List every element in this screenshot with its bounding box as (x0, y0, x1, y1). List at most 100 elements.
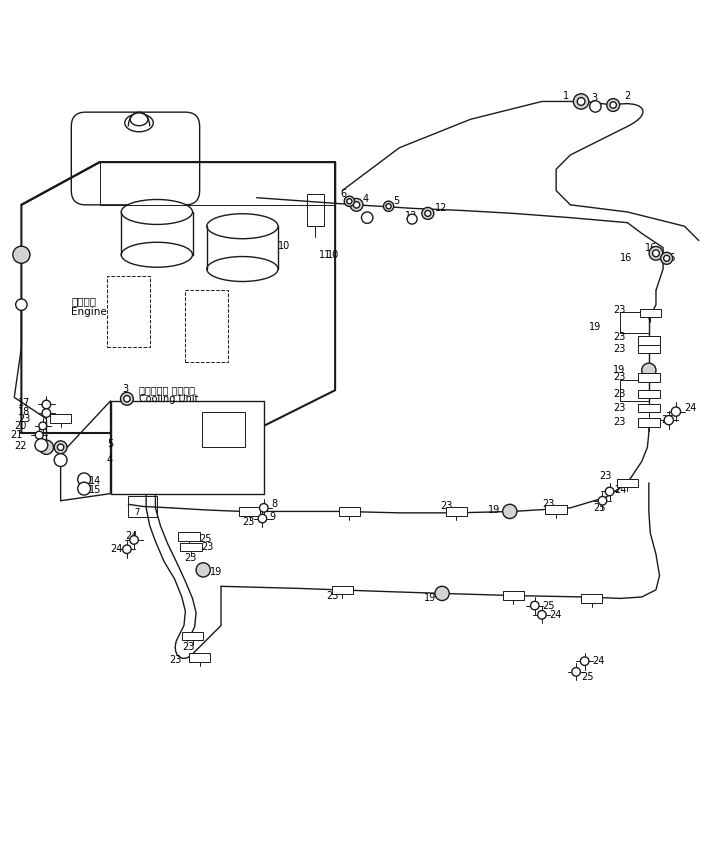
Ellipse shape (121, 199, 193, 224)
Text: 24: 24 (615, 485, 627, 495)
Circle shape (425, 210, 431, 216)
Circle shape (39, 440, 53, 455)
Text: 24: 24 (684, 403, 697, 413)
Bar (180, 543, 202, 552)
Circle shape (598, 496, 607, 505)
Ellipse shape (125, 114, 153, 132)
Text: 2: 2 (624, 92, 630, 101)
Bar (638, 373, 660, 382)
Text: 23: 23 (613, 372, 625, 383)
Circle shape (649, 247, 663, 260)
Text: 19: 19 (488, 505, 501, 515)
Bar (239, 507, 260, 516)
Text: 23: 23 (170, 655, 182, 665)
Text: 18: 18 (18, 407, 30, 417)
Circle shape (580, 657, 589, 665)
Circle shape (610, 102, 616, 108)
Bar (185, 290, 228, 362)
Circle shape (607, 99, 620, 112)
Text: クーリング ユニット: クーリング ユニット (139, 385, 195, 395)
Text: 19: 19 (424, 593, 436, 604)
Text: 23: 23 (242, 517, 255, 527)
Text: 23: 23 (184, 553, 196, 563)
Circle shape (642, 363, 656, 378)
Bar (50, 415, 71, 423)
Circle shape (54, 454, 67, 467)
Bar (189, 653, 210, 662)
Text: 24: 24 (111, 544, 123, 553)
Bar (111, 401, 264, 494)
Bar (638, 336, 660, 345)
Text: 24: 24 (125, 532, 137, 541)
Circle shape (572, 668, 580, 676)
Text: 1: 1 (563, 92, 570, 101)
Text: 21: 21 (11, 430, 23, 440)
Text: 16: 16 (620, 254, 632, 263)
Circle shape (384, 201, 394, 211)
Circle shape (13, 246, 30, 263)
Circle shape (605, 488, 614, 495)
Circle shape (16, 299, 27, 310)
Text: 19: 19 (589, 322, 601, 333)
Text: 23: 23 (613, 403, 625, 413)
Bar (617, 479, 638, 488)
Text: 23: 23 (542, 500, 554, 509)
Text: 20: 20 (14, 421, 26, 431)
Circle shape (130, 536, 138, 544)
Text: 25: 25 (581, 672, 594, 682)
Text: 10: 10 (278, 242, 290, 251)
Bar (107, 276, 150, 347)
Text: 5: 5 (107, 439, 113, 449)
Ellipse shape (121, 242, 193, 268)
Bar (446, 507, 467, 516)
Circle shape (665, 416, 673, 425)
Text: 23: 23 (182, 642, 194, 652)
Circle shape (386, 204, 391, 209)
Text: 14: 14 (89, 475, 101, 486)
Text: 23: 23 (201, 542, 213, 553)
Bar (638, 345, 660, 353)
Circle shape (124, 396, 130, 402)
Text: 5: 5 (394, 197, 400, 206)
Circle shape (260, 504, 268, 512)
Ellipse shape (207, 214, 278, 239)
Circle shape (422, 207, 434, 219)
Text: 3: 3 (591, 93, 597, 103)
Text: 16: 16 (645, 242, 657, 253)
Circle shape (652, 250, 660, 256)
Text: 3: 3 (123, 384, 129, 394)
Circle shape (407, 214, 417, 224)
Text: 23: 23 (327, 591, 339, 600)
Text: 23: 23 (613, 306, 625, 315)
Text: 23: 23 (613, 344, 625, 354)
Circle shape (538, 611, 546, 619)
Ellipse shape (207, 256, 278, 281)
Circle shape (671, 407, 681, 417)
Circle shape (36, 431, 43, 439)
Text: 25: 25 (542, 600, 555, 611)
Bar (178, 532, 200, 540)
Text: 10: 10 (327, 249, 339, 260)
Text: 7: 7 (134, 508, 140, 517)
Circle shape (54, 441, 67, 454)
Bar (202, 411, 245, 447)
Text: 23: 23 (613, 417, 625, 427)
Circle shape (78, 482, 91, 495)
Text: 22: 22 (14, 441, 27, 451)
Bar (307, 194, 324, 226)
FancyBboxPatch shape (71, 113, 200, 205)
Circle shape (590, 100, 601, 113)
Bar (339, 507, 360, 516)
Circle shape (661, 252, 672, 264)
Bar (620, 379, 649, 401)
Text: 8: 8 (271, 500, 277, 509)
Bar (503, 591, 524, 600)
Text: 19: 19 (613, 365, 625, 375)
Text: 19: 19 (210, 567, 222, 577)
Bar (581, 594, 602, 603)
Circle shape (196, 563, 210, 577)
Bar (640, 309, 661, 318)
Circle shape (353, 202, 360, 208)
Bar (638, 418, 660, 427)
Text: 4: 4 (362, 194, 369, 204)
